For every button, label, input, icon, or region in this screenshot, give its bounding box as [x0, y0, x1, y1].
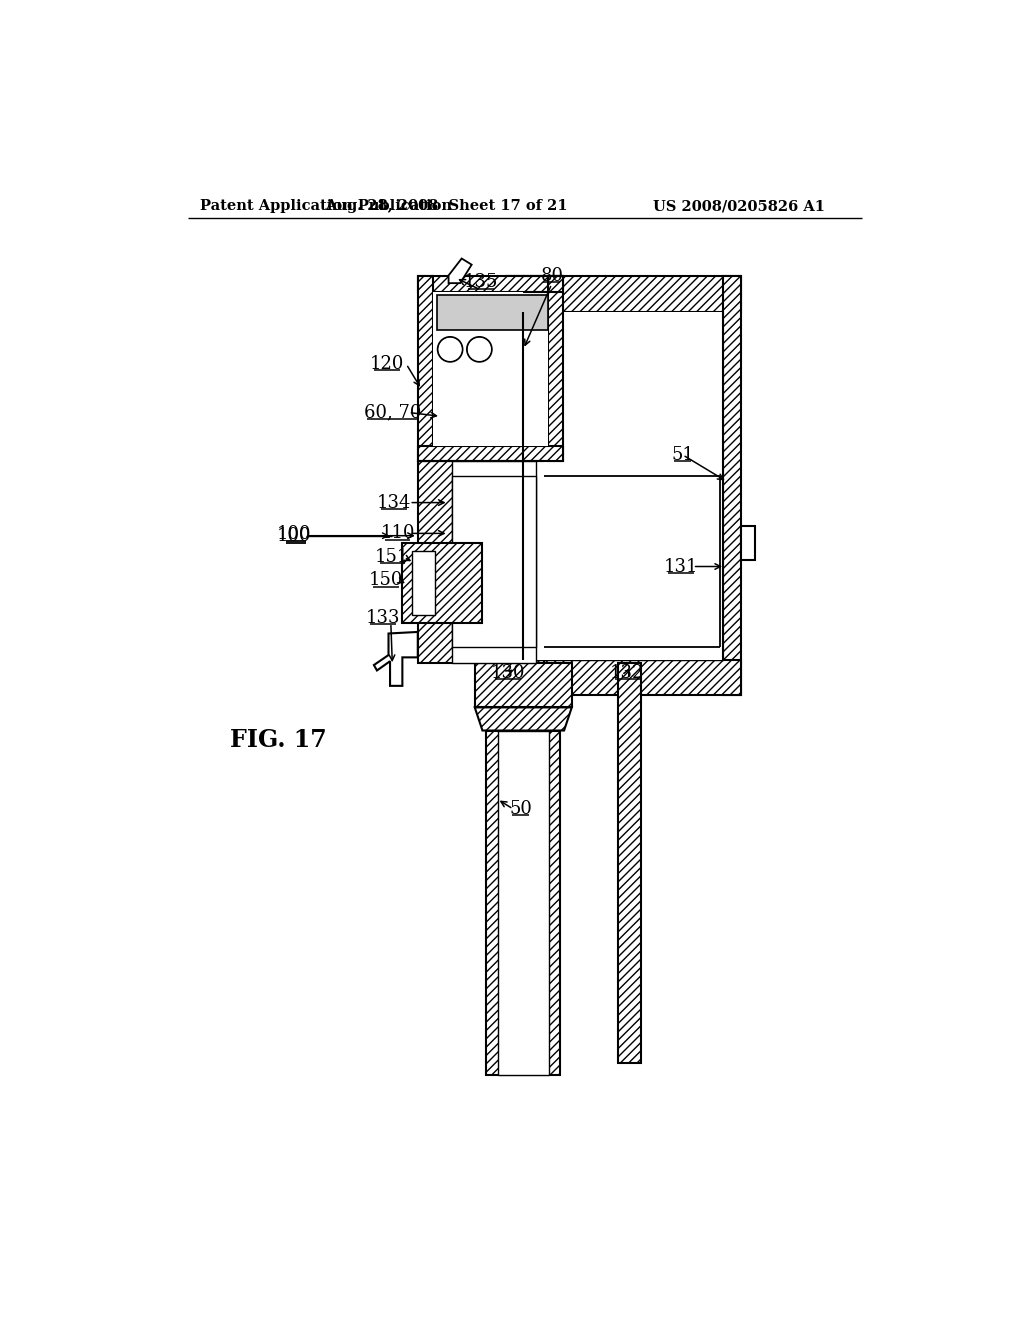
Polygon shape	[506, 276, 741, 312]
Polygon shape	[453, 477, 537, 647]
Polygon shape	[544, 477, 720, 647]
Text: 51: 51	[671, 446, 694, 463]
Polygon shape	[523, 312, 724, 660]
Polygon shape	[498, 730, 549, 1074]
Text: 120: 120	[370, 355, 404, 374]
Polygon shape	[506, 660, 741, 696]
Polygon shape	[617, 663, 641, 1063]
Text: 80: 80	[541, 267, 563, 285]
Text: 134: 134	[377, 494, 411, 512]
Polygon shape	[724, 276, 741, 696]
Polygon shape	[548, 276, 563, 461]
Text: 100: 100	[276, 525, 311, 543]
Polygon shape	[402, 544, 482, 623]
Polygon shape	[475, 708, 571, 730]
Text: 100: 100	[276, 527, 311, 545]
Text: 50: 50	[510, 800, 532, 818]
Polygon shape	[374, 632, 418, 686]
Text: 131: 131	[664, 557, 698, 576]
Circle shape	[468, 338, 490, 360]
Text: US 2008/0205826 A1: US 2008/0205826 A1	[653, 199, 825, 213]
Text: 60, 70: 60, 70	[364, 404, 421, 421]
Text: 133: 133	[366, 609, 400, 627]
Text: 132: 132	[610, 664, 644, 681]
Polygon shape	[453, 461, 537, 663]
Polygon shape	[538, 404, 553, 422]
Text: 150: 150	[369, 572, 403, 589]
Text: 110: 110	[381, 524, 415, 543]
Polygon shape	[418, 461, 544, 663]
Text: Aug. 28, 2008  Sheet 17 of 21: Aug. 28, 2008 Sheet 17 of 21	[325, 199, 567, 213]
Polygon shape	[486, 730, 560, 1074]
Polygon shape	[741, 525, 755, 560]
Text: 130: 130	[490, 664, 525, 681]
Text: 135: 135	[464, 273, 498, 292]
Polygon shape	[437, 296, 548, 330]
Text: 151: 151	[375, 548, 410, 566]
Circle shape	[438, 338, 462, 360]
Polygon shape	[418, 276, 433, 461]
Polygon shape	[506, 276, 523, 404]
Polygon shape	[412, 552, 435, 615]
Polygon shape	[433, 292, 548, 446]
Polygon shape	[449, 259, 472, 284]
Polygon shape	[506, 404, 538, 434]
Text: FIG. 17: FIG. 17	[230, 727, 327, 752]
Polygon shape	[418, 446, 563, 461]
Polygon shape	[475, 663, 571, 708]
Text: Patent Application Publication: Patent Application Publication	[200, 199, 452, 213]
Polygon shape	[418, 276, 563, 292]
